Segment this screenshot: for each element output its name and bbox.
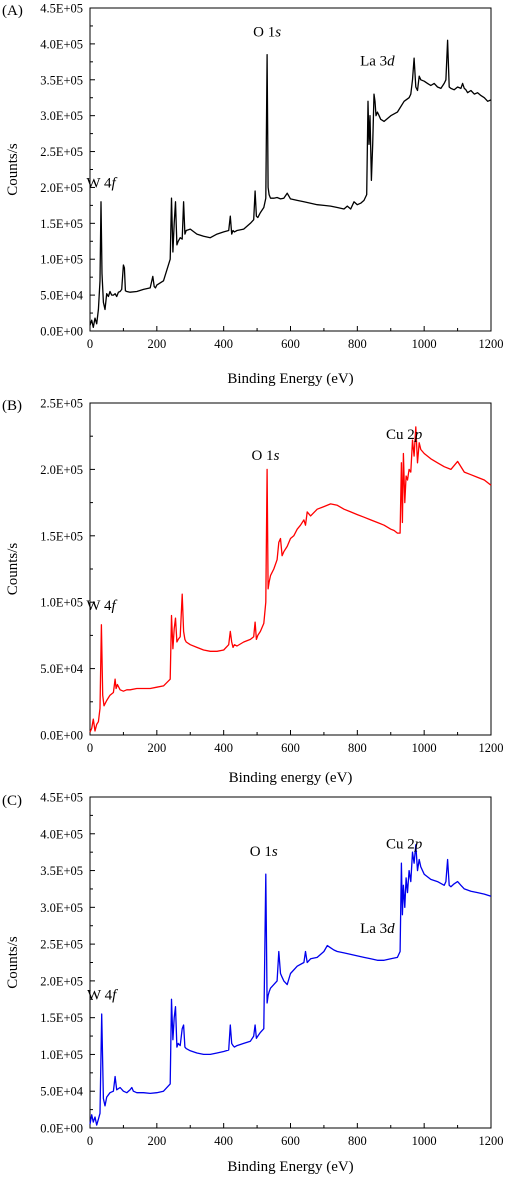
y-tick-label: 1.5E+05 xyxy=(40,529,83,543)
y-tick-label: 3.0E+05 xyxy=(40,901,83,915)
peak-annotation-orbital: p xyxy=(414,427,423,443)
peak-annotation-orbital: s xyxy=(274,448,280,464)
y-tick-label: 1.5E+05 xyxy=(40,1011,83,1025)
peak-annotation: O 1s xyxy=(253,25,281,41)
peak-annotation: W 4f xyxy=(86,175,117,191)
x-tick-label: 600 xyxy=(281,1134,300,1148)
y-tick-label: 3.0E+05 xyxy=(40,109,83,123)
x-tick-label: 0 xyxy=(87,1134,93,1148)
plot-frame xyxy=(89,402,492,736)
x-tick-label: 400 xyxy=(214,1134,233,1148)
spectrum-line xyxy=(89,426,492,733)
y-tick-label: 2.0E+05 xyxy=(40,181,83,195)
x-tick-label: 800 xyxy=(348,741,367,755)
peak-annotation: O 1s xyxy=(250,844,278,860)
x-tick-label: 0 xyxy=(87,741,93,755)
peak-annotation-main: La 3 xyxy=(360,921,387,937)
peak-annotation-main: Cu 2 xyxy=(386,427,415,443)
y-tick-label: 3.5E+05 xyxy=(40,864,83,878)
x-tick-label: 800 xyxy=(348,1134,367,1148)
peak-annotation-main: W 4 xyxy=(86,598,112,614)
peak-annotation-main: O 1 xyxy=(253,25,275,41)
peak-annotation: W 4f xyxy=(86,598,117,614)
y-tick-label: 2.5E+05 xyxy=(40,145,83,159)
x-tick-label: 200 xyxy=(147,741,166,755)
peak-annotation: Cu 2p xyxy=(386,427,423,443)
x-tick-label: 200 xyxy=(147,337,166,351)
x-tick-label: 1200 xyxy=(479,741,504,755)
x-tick-label: 400 xyxy=(214,337,233,351)
x-tick-label: 600 xyxy=(281,337,300,351)
x-tick-label: 1000 xyxy=(412,741,437,755)
x-tick-label: 1200 xyxy=(479,1134,504,1148)
peak-annotation-main: Cu 2 xyxy=(386,836,415,852)
y-tick-label: 1.0E+05 xyxy=(40,596,83,610)
x-tick-label: 800 xyxy=(348,337,367,351)
peak-annotation-orbital: s xyxy=(275,25,281,41)
peak-annotation-orbital: d xyxy=(387,921,395,937)
peak-annotation: Cu 2p xyxy=(386,836,423,852)
peak-annotation-main: O 1 xyxy=(250,844,272,860)
spectrum-line xyxy=(89,844,492,1126)
panel-2: 0 200 400 600 800 1000 1200 0.0E+00 5.0E+04 1.0E+… xyxy=(2,397,504,787)
y-axis-title: Counts/s xyxy=(5,143,21,196)
peak-annotation-orbital: p xyxy=(414,836,423,852)
spectrum-line xyxy=(89,39,492,329)
peak-annotation: W 4f xyxy=(87,987,118,1003)
y-tick-label: 4.0E+05 xyxy=(40,827,83,841)
panel-label: (B) xyxy=(2,398,22,414)
y-axis-title: Counts/s xyxy=(5,543,21,596)
y-tick-label: 4.5E+05 xyxy=(40,791,83,805)
x-tick-label: 1000 xyxy=(412,1134,437,1148)
y-tick-label: 4.0E+05 xyxy=(40,37,83,51)
y-tick-label: 1.0E+05 xyxy=(40,253,83,267)
y-tick-label: 4.5E+05 xyxy=(40,2,83,16)
x-tick-label: 1200 xyxy=(479,337,504,351)
y-tick-label: 2.0E+05 xyxy=(40,463,83,477)
y-tick-label: 5.0E+04 xyxy=(40,1085,84,1099)
peak-annotation-main: W 4 xyxy=(87,987,113,1003)
peak-annotation-orbital: f xyxy=(112,987,118,1003)
x-tick-label: 200 xyxy=(147,1134,166,1148)
y-tick-label: 2.0E+05 xyxy=(40,974,83,988)
plot-frame xyxy=(89,7,492,332)
y-tick-label: 1.5E+05 xyxy=(40,217,83,231)
peak-annotation-main: W 4 xyxy=(86,175,112,191)
x-axis-title: Binding Energy (eV) xyxy=(227,371,353,387)
y-tick-label: 5.0E+04 xyxy=(40,289,84,303)
peak-annotation: O 1s xyxy=(251,448,279,464)
peak-annotation-main: La 3 xyxy=(360,53,387,69)
y-tick-label: 2.5E+05 xyxy=(40,938,83,952)
panel-3: 0 200 400 600 800 1000 1200 0.0E+00 5.0E+04 1.0E+… xyxy=(2,791,504,1176)
y-tick-label: 0.0E+00 xyxy=(40,729,83,743)
panel-1: 0 200 400 600 800 1000 1200 0.0E+00 5.0E+04 1.0E+… xyxy=(2,2,504,388)
peak-annotation-main: O 1 xyxy=(251,448,273,464)
x-tick-label: 1000 xyxy=(412,337,437,351)
panel-label: (C) xyxy=(2,793,22,809)
peak-annotation-orbital: s xyxy=(272,844,278,860)
x-tick-label: 400 xyxy=(214,741,233,755)
peak-annotation: La 3d xyxy=(360,921,395,937)
peak-annotation: La 3d xyxy=(360,53,395,69)
plot-frame xyxy=(89,796,492,1129)
x-axis-title: Binding Energy (eV) xyxy=(227,1159,353,1175)
y-tick-label: 5.0E+04 xyxy=(40,662,84,676)
y-axis-title: Counts/s xyxy=(5,936,21,989)
x-axis-title: Binding energy (eV) xyxy=(229,770,353,786)
y-tick-label: 0.0E+00 xyxy=(40,325,83,339)
y-tick-label: 3.5E+05 xyxy=(40,73,83,87)
panel-label: (A) xyxy=(2,3,23,19)
x-tick-label: 600 xyxy=(281,741,300,755)
peak-annotation-orbital: d xyxy=(387,53,395,69)
y-tick-label: 2.5E+05 xyxy=(40,397,83,411)
x-tick-label: 0 xyxy=(87,337,93,351)
y-tick-label: 1.0E+05 xyxy=(40,1048,83,1062)
peak-annotation-orbital: f xyxy=(112,598,118,614)
peak-annotation-orbital: f xyxy=(112,175,118,191)
y-tick-label: 0.0E+00 xyxy=(40,1122,83,1136)
